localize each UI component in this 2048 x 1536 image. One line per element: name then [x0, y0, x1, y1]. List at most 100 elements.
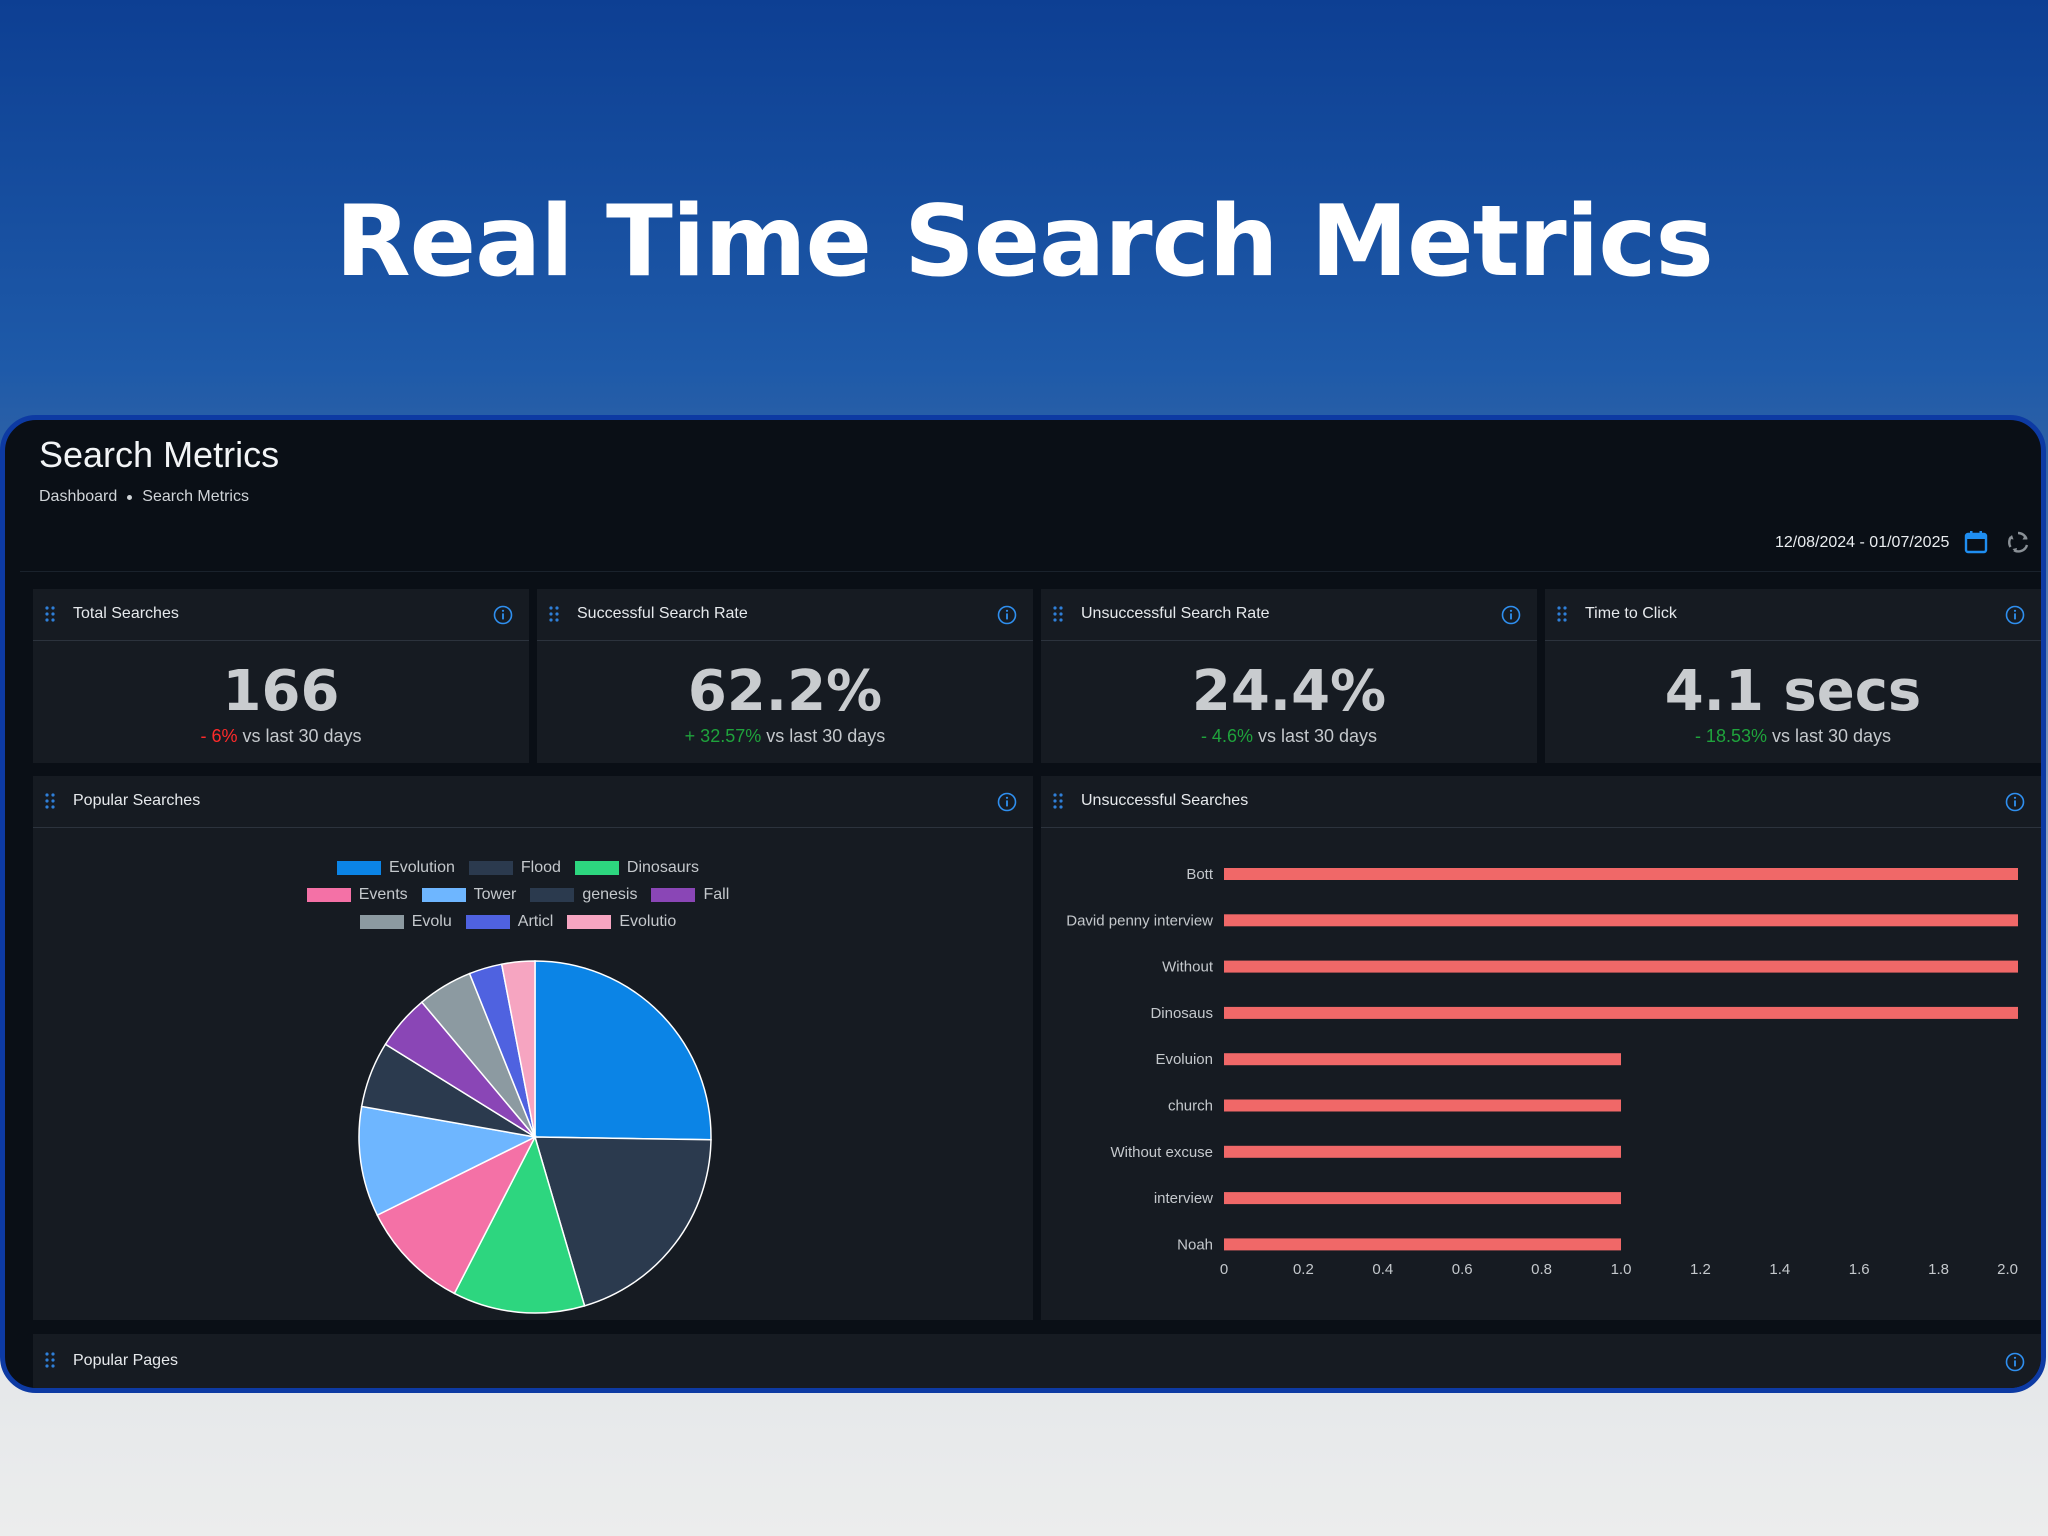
- legend-item[interactable]: Tower: [421, 886, 516, 904]
- drag-handle-icon[interactable]: [45, 1352, 55, 1368]
- legend-label: Fall: [703, 886, 730, 903]
- legend-label: Evolution: [389, 859, 455, 876]
- category-label: Dinosaus: [1150, 1005, 1213, 1022]
- stat-comparison: - 6% vs last 30 days: [33, 726, 529, 747]
- drag-handle-icon[interactable]: [1053, 793, 1063, 809]
- card-header: Total Searches: [33, 589, 529, 641]
- legend-label: Articl: [517, 913, 554, 930]
- bar-5[interactable]: [1224, 1099, 1621, 1112]
- pie-slice-flood[interactable]: [533, 1136, 712, 1307]
- stat-card-time-to-click: Time to Click 4.1 secs - 18.53% vs last …: [1545, 589, 2041, 763]
- bar-8[interactable]: [1224, 1238, 1621, 1251]
- legend-label: Evolutio: [619, 913, 677, 930]
- legend-swatch: [359, 915, 404, 929]
- legend-item[interactable]: Evolu: [359, 913, 452, 931]
- x-tick-label: 1.6: [1849, 1261, 1870, 1278]
- legend-swatch: [530, 888, 575, 902]
- category-label: interview: [1154, 1190, 1213, 1207]
- card-title: Time to Click: [1585, 605, 1677, 622]
- legend-item[interactable]: Evolutio: [567, 913, 676, 931]
- card-title: Popular Pages: [73, 1352, 178, 1369]
- card-title: Total Searches: [73, 605, 179, 622]
- drag-handle-icon[interactable]: [1053, 606, 1063, 622]
- stat-delta: - 4.6%: [1200, 726, 1253, 746]
- bar-4[interactable]: [1224, 1053, 1621, 1066]
- breadcrumb-dashboard[interactable]: Dashboard: [39, 488, 118, 505]
- card-title: Unsuccessful Searches: [1081, 792, 1249, 809]
- category-label: Evoluion: [1155, 1051, 1213, 1068]
- drag-handle-icon[interactable]: [45, 793, 55, 809]
- bar-1[interactable]: [1224, 914, 2018, 927]
- stat-delta-suffix: vs last 30 days: [766, 726, 886, 746]
- info-icon[interactable]: [2005, 605, 2025, 625]
- bar-2[interactable]: [1224, 960, 2018, 973]
- legend-row: Events Tower genesis Fall: [5, 886, 1033, 904]
- info-icon[interactable]: [2005, 792, 2025, 812]
- legend-swatch: [421, 888, 466, 902]
- page-title: Search Metrics: [39, 434, 280, 475]
- x-tick-label: 1.0: [1611, 1261, 1632, 1278]
- drag-handle-icon[interactable]: [1557, 606, 1567, 622]
- legend-swatch: [337, 861, 382, 875]
- refresh-icon[interactable]: [2006, 530, 2030, 554]
- popular-searches-pie-chart: [358, 960, 712, 1314]
- popular-pages-card: Popular Pages: [33, 1334, 2041, 1388]
- pie-slice-evolution[interactable]: [534, 960, 712, 1141]
- card-header: Unsuccessful Search Rate: [1041, 589, 1537, 641]
- breadcrumb-current: Search Metrics: [142, 488, 249, 505]
- legend-item[interactable]: genesis: [530, 886, 637, 904]
- stat-delta: + 32.57%: [684, 726, 762, 746]
- stat-value: 166: [222, 659, 340, 724]
- stat-value: 4.1 secs: [1664, 659, 1922, 724]
- date-range-picker[interactable]: 12/08/2024 - 01/07/2025: [1775, 534, 1950, 551]
- pie-slice-tower[interactable]: [358, 1105, 538, 1217]
- legend-swatch: [574, 861, 619, 875]
- x-tick-label: 0: [1220, 1261, 1228, 1278]
- legend-swatch: [651, 888, 696, 902]
- drag-handle-icon[interactable]: [549, 606, 559, 622]
- card-title: Successful Search Rate: [577, 605, 748, 622]
- legend-row: Evolution Flood Dinosaurs: [5, 859, 1033, 877]
- bar-3[interactable]: [1224, 1006, 2018, 1019]
- drag-handle-icon[interactable]: [45, 606, 55, 622]
- legend-label: Flood: [520, 859, 561, 876]
- legend-item[interactable]: Flood: [468, 859, 561, 877]
- legend-item[interactable]: Evolution: [337, 859, 455, 877]
- calendar-icon[interactable]: [1964, 530, 1988, 554]
- x-tick-label: 0.6: [1452, 1261, 1473, 1278]
- stat-value: 62.2%: [687, 659, 883, 724]
- pie-slice-evolutio[interactable]: [500, 960, 536, 1138]
- category-label: Without: [1162, 959, 1214, 976]
- card-header: Time to Click: [1545, 589, 2041, 641]
- legend-item[interactable]: Fall: [651, 886, 729, 904]
- unsuccessful-searches-card: Unsuccessful Searches Bott David penny in…: [1041, 776, 2041, 1320]
- legend-item[interactable]: Events: [306, 886, 408, 904]
- legend-label: Dinosaurs: [626, 859, 699, 876]
- info-icon[interactable]: [493, 605, 513, 625]
- category-label: Without excuse: [1110, 1144, 1213, 1161]
- stat-delta: - 6%: [200, 726, 238, 746]
- x-tick-label: 0.4: [1372, 1261, 1393, 1278]
- info-icon[interactable]: [997, 792, 1017, 812]
- bar-7[interactable]: [1224, 1192, 1621, 1205]
- pie-slice-dinosaurs[interactable]: [453, 1134, 586, 1314]
- legend-swatch: [567, 915, 612, 929]
- pie-slice-events[interactable]: [376, 1135, 537, 1295]
- info-icon[interactable]: [997, 605, 1017, 625]
- legend-item[interactable]: Dinosaurs: [574, 859, 699, 877]
- category-label: Bott: [1186, 866, 1214, 883]
- info-icon[interactable]: [2005, 1352, 2025, 1372]
- info-icon[interactable]: [1501, 605, 1521, 625]
- stat-comparison: + 32.57% vs last 30 days: [537, 726, 1033, 747]
- bar-6[interactable]: [1224, 1145, 1621, 1158]
- stat-delta-suffix: vs last 30 days: [1772, 726, 1892, 746]
- stat-card-unsuccessful-search-rate: Unsuccessful Search Rate 24.4% - 4.6% vs…: [1041, 589, 1537, 763]
- x-tick-label: 1.4: [1769, 1261, 1790, 1278]
- dashboard-window: Search Metrics Dashboard Search Metrics …: [0, 415, 2046, 1393]
- bar-0[interactable]: [1224, 868, 2018, 880]
- x-tick-label: 0.8: [1531, 1261, 1552, 1278]
- legend-item[interactable]: Articl: [465, 913, 554, 931]
- stat-delta-suffix: vs last 30 days: [1257, 726, 1378, 746]
- x-tick-label: 2.0: [1997, 1261, 2018, 1278]
- card-header: Unsuccessful Searches: [1041, 776, 2041, 828]
